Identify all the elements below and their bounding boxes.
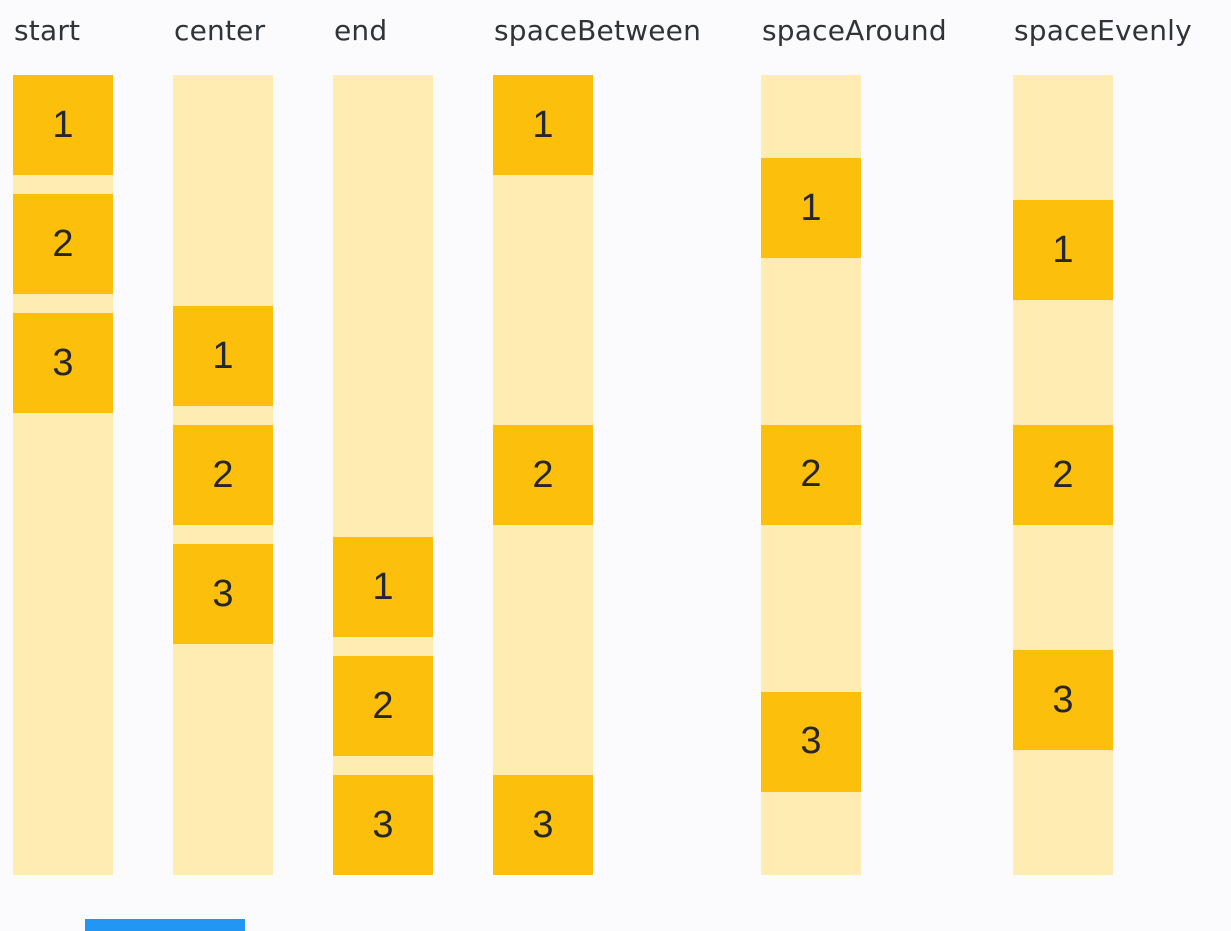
column-label: start (14, 14, 81, 47)
flex-item: 2 (13, 194, 113, 294)
alignment-column-start: start 1 2 3 (13, 12, 173, 875)
flex-item: 2 (333, 656, 433, 756)
flex-item: 1 (493, 75, 593, 175)
column-label: spaceEvenly (1014, 14, 1192, 47)
flex-item-number: 2 (372, 684, 394, 727)
flex-item: 3 (493, 775, 593, 875)
alignment-column-spaceAround: spaceAround 1 2 3 (761, 12, 1013, 875)
column-label: spaceAround (762, 14, 947, 47)
column-track: 1 2 3 (173, 75, 273, 875)
column-track: 1 2 3 (1013, 75, 1113, 875)
flex-item-number: 1 (532, 103, 554, 146)
flex-item-number: 2 (532, 453, 554, 496)
alignment-column-end: end 1 2 3 (333, 12, 493, 875)
flex-item-number: 1 (372, 565, 394, 608)
flex-item: 3 (333, 775, 433, 875)
flex-item: 2 (493, 425, 593, 525)
flex-item-number: 1 (52, 103, 74, 146)
flex-item-number: 3 (52, 341, 74, 384)
column-track: 1 2 3 (761, 75, 861, 875)
flex-item: 2 (761, 424, 861, 525)
flex-item: 1 (761, 158, 861, 259)
flex-item: 1 (173, 306, 273, 406)
flex-item-number: 2 (212, 453, 234, 496)
column-track: 1 2 3 (333, 75, 433, 875)
flex-item: 3 (173, 544, 273, 644)
flex-item: 1 (13, 75, 113, 175)
column-track: 1 2 3 (13, 75, 113, 875)
flex-item-number: 2 (52, 222, 74, 265)
flex-item: 2 (1013, 425, 1113, 525)
alignment-column-center: center 1 2 3 (173, 12, 333, 875)
flex-item: 3 (1013, 650, 1113, 750)
column-label: end (334, 14, 388, 47)
column-label: center (174, 14, 266, 47)
flex-item-number: 3 (800, 720, 822, 763)
column-label: spaceBetween (494, 14, 702, 47)
flex-item-number: 2 (1052, 453, 1074, 496)
flex-item: 1 (1013, 200, 1113, 300)
flex-item-number: 1 (212, 334, 234, 377)
flex-item: 2 (173, 425, 273, 525)
alignment-columns-row: start 1 2 3 center 1 2 3 end 1 2 3 spaceBetween 1 2 3 sp… (13, 12, 1192, 875)
flex-item: 1 (333, 537, 433, 637)
flex-item-number: 2 (800, 453, 822, 496)
flex-item: 3 (13, 313, 113, 413)
alignment-column-spaceBetween: spaceBetween 1 2 3 (493, 12, 761, 875)
bottom-accent-bar (85, 919, 245, 931)
flex-item-number: 1 (1052, 228, 1074, 271)
flex-item-number: 3 (532, 803, 554, 846)
flex-item-number: 3 (212, 572, 234, 615)
flex-item-number: 1 (800, 186, 822, 229)
flex-item-number: 3 (1052, 678, 1074, 721)
column-track: 1 2 3 (493, 75, 593, 875)
flex-item-number: 3 (372, 803, 394, 846)
alignment-column-spaceEvenly: spaceEvenly 1 2 3 (1013, 12, 1192, 875)
flex-item: 3 (761, 691, 861, 792)
